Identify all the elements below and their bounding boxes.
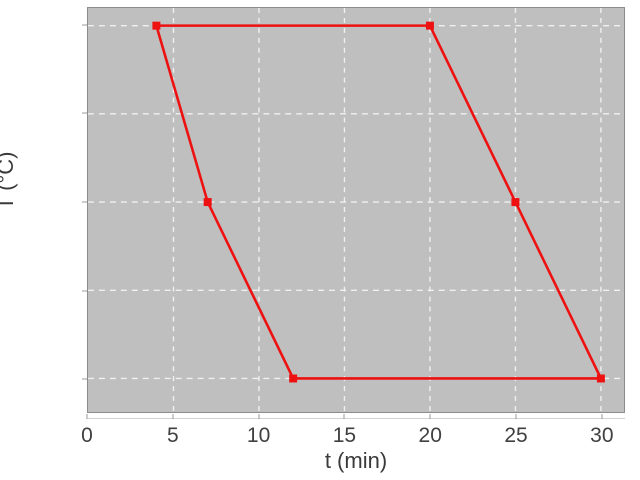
x-tick-label: 0: [81, 424, 93, 447]
data-point-marker: [152, 21, 161, 30]
x-tick-mark: [515, 414, 517, 419]
y-axis-label: T (°C): [0, 151, 18, 211]
x-tick-mark: [172, 414, 174, 419]
x-tick-label: 5: [166, 424, 179, 447]
x-tick-mark: [258, 414, 260, 419]
x-tick-mark: [86, 414, 88, 419]
x-axis-label: t (min): [324, 448, 388, 473]
x-tick-label: 30: [590, 424, 614, 447]
data-point-marker: [289, 374, 298, 383]
x-axis-spine: [87, 418, 625, 419]
data-point-marker: [425, 21, 434, 30]
series-line: [155, 24, 603, 380]
data-point-marker: [511, 198, 520, 207]
x-tick-label: 25: [504, 424, 528, 447]
x-tick-label: 20: [418, 424, 442, 447]
y-tick-mark: [82, 112, 87, 114]
x-tick-label: 15: [332, 424, 357, 447]
data-point-marker: [596, 374, 605, 383]
plot-area: [87, 7, 625, 413]
y-tick-mark: [82, 24, 87, 26]
y-tick-mark: [82, 290, 87, 292]
x-tick-label: 10: [246, 424, 271, 447]
x-tick-mark: [429, 414, 431, 419]
x-tick-mark: [343, 414, 345, 419]
data-point-marker: [203, 198, 212, 207]
x-tick-mark: [601, 414, 603, 419]
y-tick-mark: [82, 378, 87, 380]
y-tick-mark: [82, 201, 87, 203]
data-series-layer: [152, 21, 605, 383]
